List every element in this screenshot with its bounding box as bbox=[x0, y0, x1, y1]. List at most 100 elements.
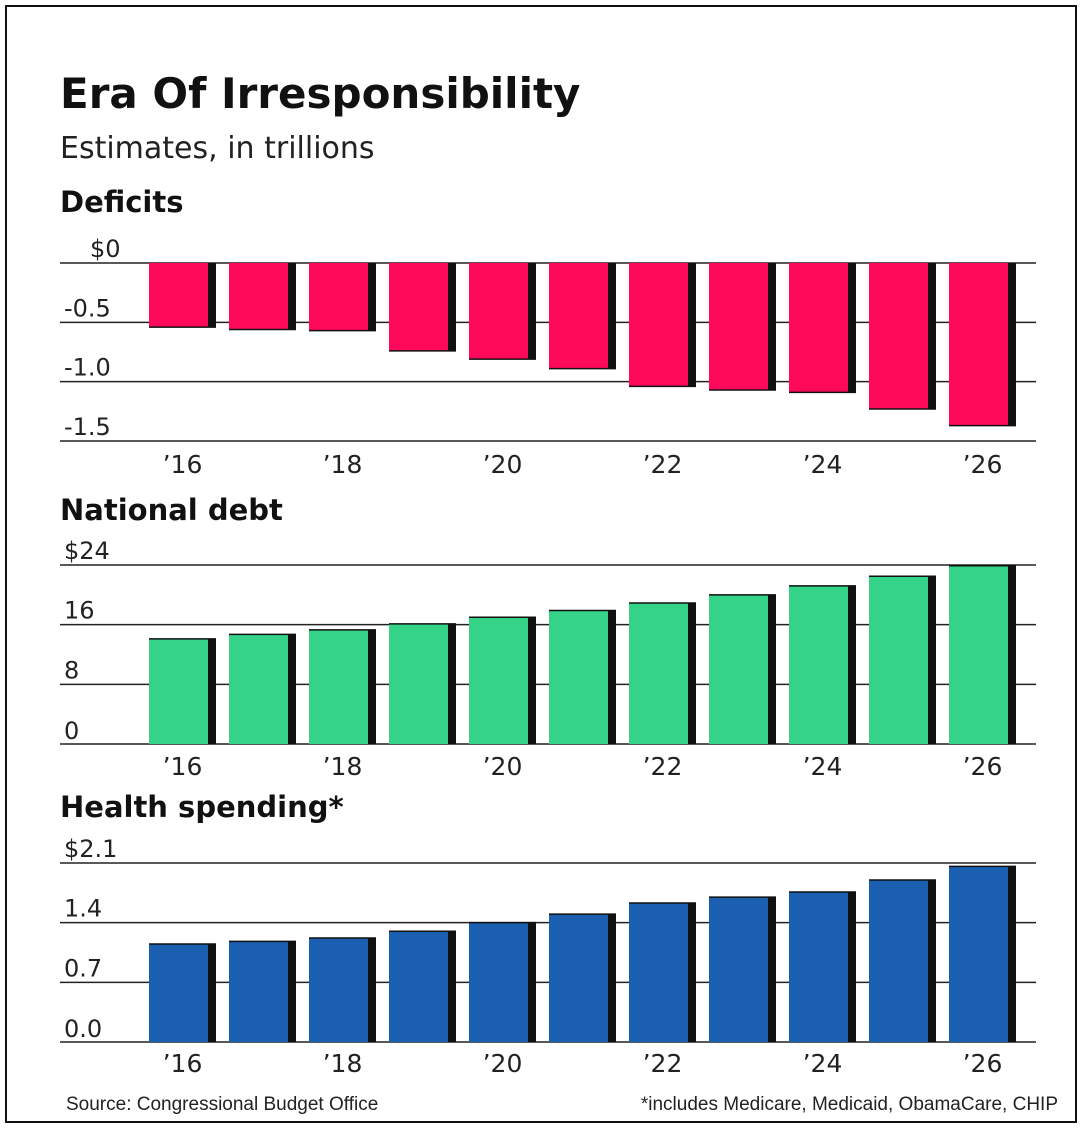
bar-shadow bbox=[288, 634, 296, 744]
y-tick-label: -1.0 bbox=[64, 354, 111, 382]
y-tick-label: 8 bbox=[64, 656, 79, 684]
bar-shadow bbox=[688, 603, 696, 744]
x-tick-label: ’26 bbox=[963, 450, 1003, 479]
national-debt-panel: National debt 0 8 16 $24 ’16 ’18 ’20 ’22 ’24 ’26 bbox=[60, 493, 1036, 781]
bar bbox=[389, 931, 448, 1042]
bar-shadow bbox=[528, 263, 536, 360]
x-tick-label: ’26 bbox=[963, 752, 1003, 781]
bar bbox=[389, 263, 448, 351]
bar bbox=[629, 603, 688, 744]
bar-shadow bbox=[608, 914, 616, 1042]
bar bbox=[309, 263, 368, 331]
bar bbox=[469, 617, 528, 744]
bar-shadow bbox=[768, 263, 776, 390]
bar-shadow bbox=[448, 623, 456, 744]
y-tick-label: 16 bbox=[64, 597, 95, 625]
bar-shadow bbox=[608, 263, 616, 369]
bar bbox=[629, 263, 688, 387]
panel-title: Deficits bbox=[60, 185, 184, 219]
deficits-panel: Deficits $0 -0.5 -1.0 -1.5 ’16 ’18 ’20 ’22 ’24 ’26 bbox=[60, 185, 1036, 479]
bar-shadow bbox=[448, 263, 456, 351]
bar-shadow bbox=[1008, 866, 1016, 1042]
bar-shadow bbox=[688, 903, 696, 1042]
chart-title: Era Of Irresponsibility bbox=[60, 69, 580, 118]
y-tick-label: -0.5 bbox=[64, 294, 111, 322]
bar bbox=[709, 897, 768, 1042]
bar bbox=[549, 610, 608, 744]
bar bbox=[949, 866, 1008, 1042]
bar-shadow bbox=[448, 931, 456, 1042]
bar-shadow bbox=[688, 263, 696, 387]
x-tick-label: ’24 bbox=[803, 450, 843, 479]
bar-shadow bbox=[208, 263, 216, 328]
bar-shadow bbox=[1008, 565, 1016, 744]
y-tick-label: 1.4 bbox=[64, 895, 102, 923]
bar bbox=[149, 943, 208, 1042]
x-tick-label: ’16 bbox=[163, 450, 203, 479]
y-tick-label: $0 bbox=[90, 235, 121, 263]
bar-shadow bbox=[288, 263, 296, 330]
bar-shadow bbox=[848, 891, 856, 1042]
x-tick-label: ’22 bbox=[643, 752, 683, 781]
bar bbox=[949, 565, 1008, 744]
panel-title: National debt bbox=[60, 493, 283, 527]
bar bbox=[869, 880, 928, 1042]
bar bbox=[229, 941, 288, 1042]
bar-shadow bbox=[1008, 263, 1016, 426]
bar bbox=[229, 634, 288, 744]
x-tick-label: ’26 bbox=[963, 1049, 1003, 1078]
bar bbox=[869, 263, 928, 409]
y-tick-label: 0 bbox=[64, 717, 79, 745]
bar bbox=[709, 263, 768, 390]
bar-shadow bbox=[528, 922, 536, 1042]
bar-shadow bbox=[928, 576, 936, 744]
bar-shadow bbox=[608, 610, 616, 744]
bar bbox=[149, 263, 208, 328]
bar bbox=[869, 576, 928, 744]
panel-title: Health spending* bbox=[60, 790, 344, 824]
bar-shadow bbox=[208, 943, 216, 1042]
x-tick-label: ’18 bbox=[323, 450, 363, 479]
bar-shadow bbox=[368, 938, 376, 1042]
bar bbox=[389, 623, 448, 744]
x-tick-label: ’24 bbox=[803, 1049, 843, 1078]
bar-shadow bbox=[848, 263, 856, 393]
bar bbox=[629, 903, 688, 1042]
bar bbox=[149, 638, 208, 744]
y-tick-label: $2.1 bbox=[64, 835, 117, 863]
y-tick-label: 0.0 bbox=[64, 1015, 102, 1043]
x-tick-label: ’20 bbox=[483, 450, 523, 479]
x-tick-label: ’16 bbox=[163, 752, 203, 781]
bar-shadow bbox=[928, 263, 936, 409]
x-tick-label: ’22 bbox=[643, 1049, 683, 1078]
bar bbox=[949, 263, 1008, 426]
bar bbox=[549, 914, 608, 1042]
chart-subtitle: Estimates, in trillions bbox=[60, 131, 375, 166]
bar-shadow bbox=[528, 617, 536, 744]
x-tick-label: ’20 bbox=[483, 1049, 523, 1078]
x-tick-label: ’22 bbox=[643, 450, 683, 479]
bar bbox=[789, 263, 848, 393]
bar bbox=[309, 629, 368, 744]
bar bbox=[469, 922, 528, 1042]
bar bbox=[789, 585, 848, 744]
bar-shadow bbox=[928, 880, 936, 1042]
bar bbox=[469, 263, 528, 360]
bar-shadow bbox=[768, 897, 776, 1042]
x-tick-label: ’18 bbox=[323, 1049, 363, 1078]
bar-shadow bbox=[768, 594, 776, 744]
bar bbox=[709, 594, 768, 744]
source-note: Source: Congressional Budget Office bbox=[66, 1094, 378, 1115]
bar-shadow bbox=[368, 629, 376, 744]
x-tick-label: ’18 bbox=[323, 752, 363, 781]
y-tick-label: $24 bbox=[64, 537, 110, 565]
health-spending-panel: Health spending* 0.0 0.7 1.4 $2.1 ’16 ’18 ’20 ’2… bbox=[60, 790, 1036, 1078]
bar-shadow bbox=[848, 585, 856, 744]
footnote: *includes Medicare, Medicaid, ObamaCare,… bbox=[641, 1094, 1058, 1115]
bar bbox=[789, 891, 848, 1042]
x-tick-label: ’24 bbox=[803, 752, 843, 781]
x-tick-label: ’20 bbox=[483, 752, 523, 781]
bar-shadow bbox=[208, 638, 216, 744]
x-tick-label: ’16 bbox=[163, 1049, 203, 1078]
bar bbox=[309, 938, 368, 1042]
